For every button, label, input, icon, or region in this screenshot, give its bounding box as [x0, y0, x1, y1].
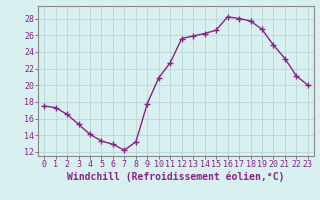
X-axis label: Windchill (Refroidissement éolien,°C): Windchill (Refroidissement éolien,°C) — [67, 172, 285, 182]
